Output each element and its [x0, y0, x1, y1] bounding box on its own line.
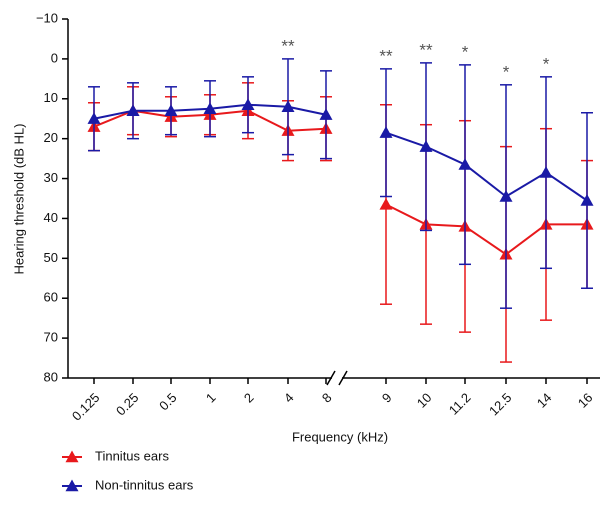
- significance-mark: **: [419, 40, 433, 59]
- y-tick-label: 70: [44, 330, 58, 345]
- y-tick-label: 10: [44, 90, 58, 105]
- x-tick-label: 12.5: [486, 390, 515, 419]
- x-tick-label: 16: [575, 390, 596, 411]
- line-segment: [93, 109, 134, 128]
- point-marker: [319, 108, 333, 120]
- line-segment: [93, 109, 134, 120]
- significance-mark: **: [379, 46, 393, 65]
- x-axis-label: Frequency (kHz): [292, 429, 388, 444]
- line-segment: [209, 103, 249, 110]
- y-tick-label: −10: [36, 10, 58, 25]
- point-marker: [241, 98, 255, 110]
- y-tick-label: 0: [51, 50, 58, 65]
- point-marker: [87, 112, 101, 124]
- x-tick-label: 8: [319, 390, 335, 406]
- line-segment: [247, 109, 289, 132]
- point-marker: [126, 104, 140, 116]
- x-tick-label: 1: [203, 390, 219, 406]
- line-segment: [464, 163, 507, 198]
- point-marker: [419, 140, 433, 152]
- legend-label: Non-tinnitus ears: [95, 477, 194, 492]
- legend-label: Tinnitus ears: [95, 448, 169, 463]
- line-segment: [425, 223, 466, 228]
- x-tick-label: 14: [534, 390, 555, 411]
- point-marker: [458, 158, 472, 170]
- line-segment: [505, 223, 547, 256]
- line-segment: [385, 203, 427, 226]
- axis-break: [338, 370, 348, 386]
- significance-mark: *: [503, 62, 510, 81]
- point-marker: [164, 104, 178, 116]
- axis-break: [326, 370, 336, 386]
- significance-mark: **: [281, 36, 295, 55]
- point-marker: [203, 102, 217, 114]
- line-segment: [505, 171, 547, 198]
- point-marker: [379, 126, 393, 138]
- x-tick-label: 2: [241, 390, 257, 406]
- line-segment: [170, 107, 211, 112]
- x-tick-label: 4: [281, 390, 297, 406]
- line-segment: [425, 145, 466, 166]
- x-tick-label: 11.2: [446, 390, 474, 418]
- y-tick-label: 40: [44, 210, 58, 225]
- line-segment: [385, 131, 427, 148]
- line-segment: [464, 225, 507, 256]
- point-marker: [580, 193, 594, 206]
- y-axis-label: Hearing threshold (dB HL): [11, 123, 26, 274]
- line-segment: [287, 127, 327, 132]
- y-tick-label: 50: [44, 250, 58, 265]
- x-tick-label: 0.25: [113, 390, 142, 419]
- y-tick-label: 60: [44, 290, 58, 305]
- line-segment: [247, 103, 289, 108]
- point-marker: [539, 166, 553, 178]
- line-segment: [209, 109, 249, 116]
- y-tick-label: 30: [44, 170, 58, 185]
- significance-mark: *: [462, 42, 469, 61]
- y-tick-label: 80: [44, 369, 58, 384]
- point-marker: [379, 197, 393, 210]
- x-tick-label: 10: [414, 390, 435, 411]
- x-tick-label: 0.5: [156, 390, 179, 413]
- y-tick-label: 20: [44, 130, 58, 145]
- line-segment: [545, 171, 588, 202]
- line-segment: [170, 113, 211, 118]
- point-marker: [499, 190, 513, 202]
- line-segment: [287, 105, 327, 116]
- x-tick-label: 0.125: [69, 390, 103, 424]
- significance-mark: *: [543, 54, 550, 73]
- x-tick-label: 9: [379, 390, 395, 406]
- point-marker: [281, 100, 295, 112]
